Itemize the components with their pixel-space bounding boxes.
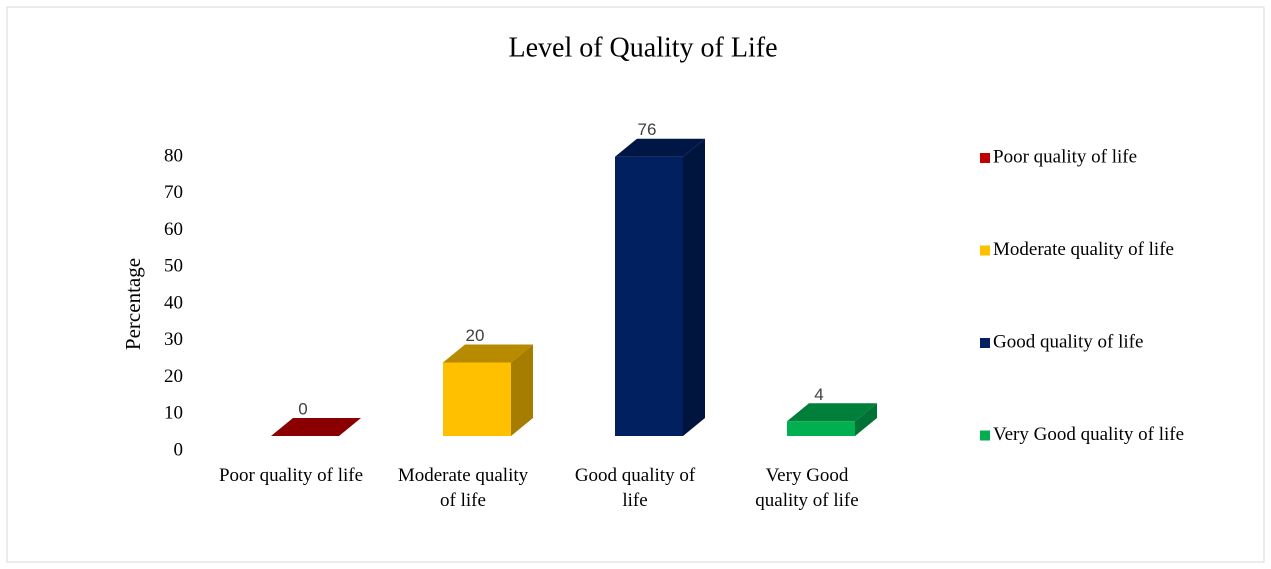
x-tick-label: Very Good quality of life [755, 465, 859, 511]
y-tick-label: 40 [164, 292, 183, 313]
bar-top [615, 138, 705, 157]
bar-side [855, 403, 877, 436]
bar-front [787, 421, 855, 436]
bar [443, 344, 533, 436]
legend-label: Good quality of life [993, 331, 1143, 352]
legend-label: Moderate quality of life [993, 239, 1174, 260]
legend-swatch [980, 338, 990, 348]
bar-front [443, 362, 511, 436]
bar-top [787, 403, 877, 422]
legend-swatch [980, 245, 990, 256]
legend-label: Very Good quality of life [993, 424, 1184, 445]
bar-top [271, 418, 361, 436]
value-label: 4 [814, 385, 823, 404]
bar-side [511, 344, 533, 436]
x-tick-label: Good quality of life [574, 465, 696, 511]
y-tick-label: 50 [164, 256, 183, 277]
value-label: 20 [466, 326, 485, 345]
y-tick-label: 60 [164, 219, 183, 240]
y-tick-label: 80 [164, 145, 183, 166]
value-label: 0 [298, 399, 307, 418]
y-tick-label: 30 [164, 329, 183, 350]
y-tick-label: 0 [174, 439, 184, 460]
legend-label: Poor quality of life [993, 146, 1137, 167]
bar [271, 418, 361, 436]
x-tick-label: Moderate quality of life [397, 465, 529, 511]
legend-swatch [980, 153, 990, 163]
x-tick-label: Poor quality of life [218, 465, 364, 486]
bar [615, 138, 705, 436]
value-label: 76 [638, 120, 657, 139]
y-axis-label: Percentage [121, 258, 145, 350]
bar-top [443, 344, 533, 363]
bar-side [683, 138, 705, 436]
legend-swatch [980, 430, 990, 441]
y-tick-label: 10 [164, 403, 183, 424]
chart-title: Level of Quality of Life [508, 32, 777, 63]
bar [787, 403, 877, 436]
y-tick-label: 20 [164, 366, 183, 387]
bar-front [615, 156, 683, 436]
y-tick-label: 70 [164, 182, 183, 203]
